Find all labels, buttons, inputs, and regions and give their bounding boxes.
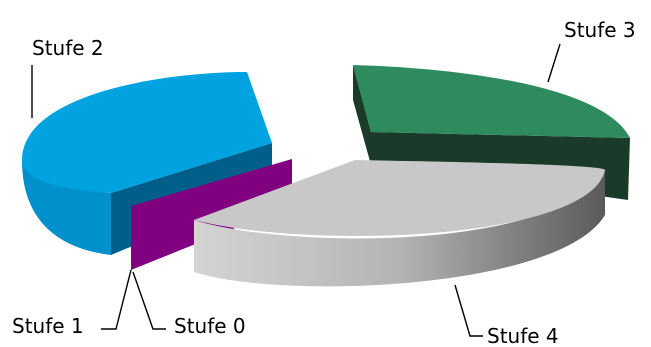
label-stufe-2: Stufe 2 bbox=[32, 36, 104, 60]
slice-stufe-4[interactable] bbox=[194, 160, 605, 287]
slice-stufe-4-side bbox=[194, 170, 605, 287]
leader-stufe-4 bbox=[454, 284, 483, 337]
label-stufe-1: Stufe 1 bbox=[12, 314, 84, 338]
slice-stufe-2-top bbox=[22, 72, 272, 193]
slice-stufe-3-inner-wall bbox=[353, 65, 371, 165]
label-stufe-4: Stufe 4 bbox=[487, 324, 559, 347]
label-stufe-3: Stufe 3 bbox=[564, 18, 636, 42]
leader-stufe-0 bbox=[132, 271, 166, 330]
leader-stufe-3 bbox=[547, 43, 561, 83]
leader-stufe-1 bbox=[101, 269, 132, 330]
slice-stufe-4-top bbox=[194, 160, 605, 236]
slice-stufe-3-top bbox=[353, 65, 630, 138]
label-stufe-0: Stufe 0 bbox=[174, 314, 246, 338]
slice-stufe-2-outer-wall bbox=[22, 160, 111, 255]
